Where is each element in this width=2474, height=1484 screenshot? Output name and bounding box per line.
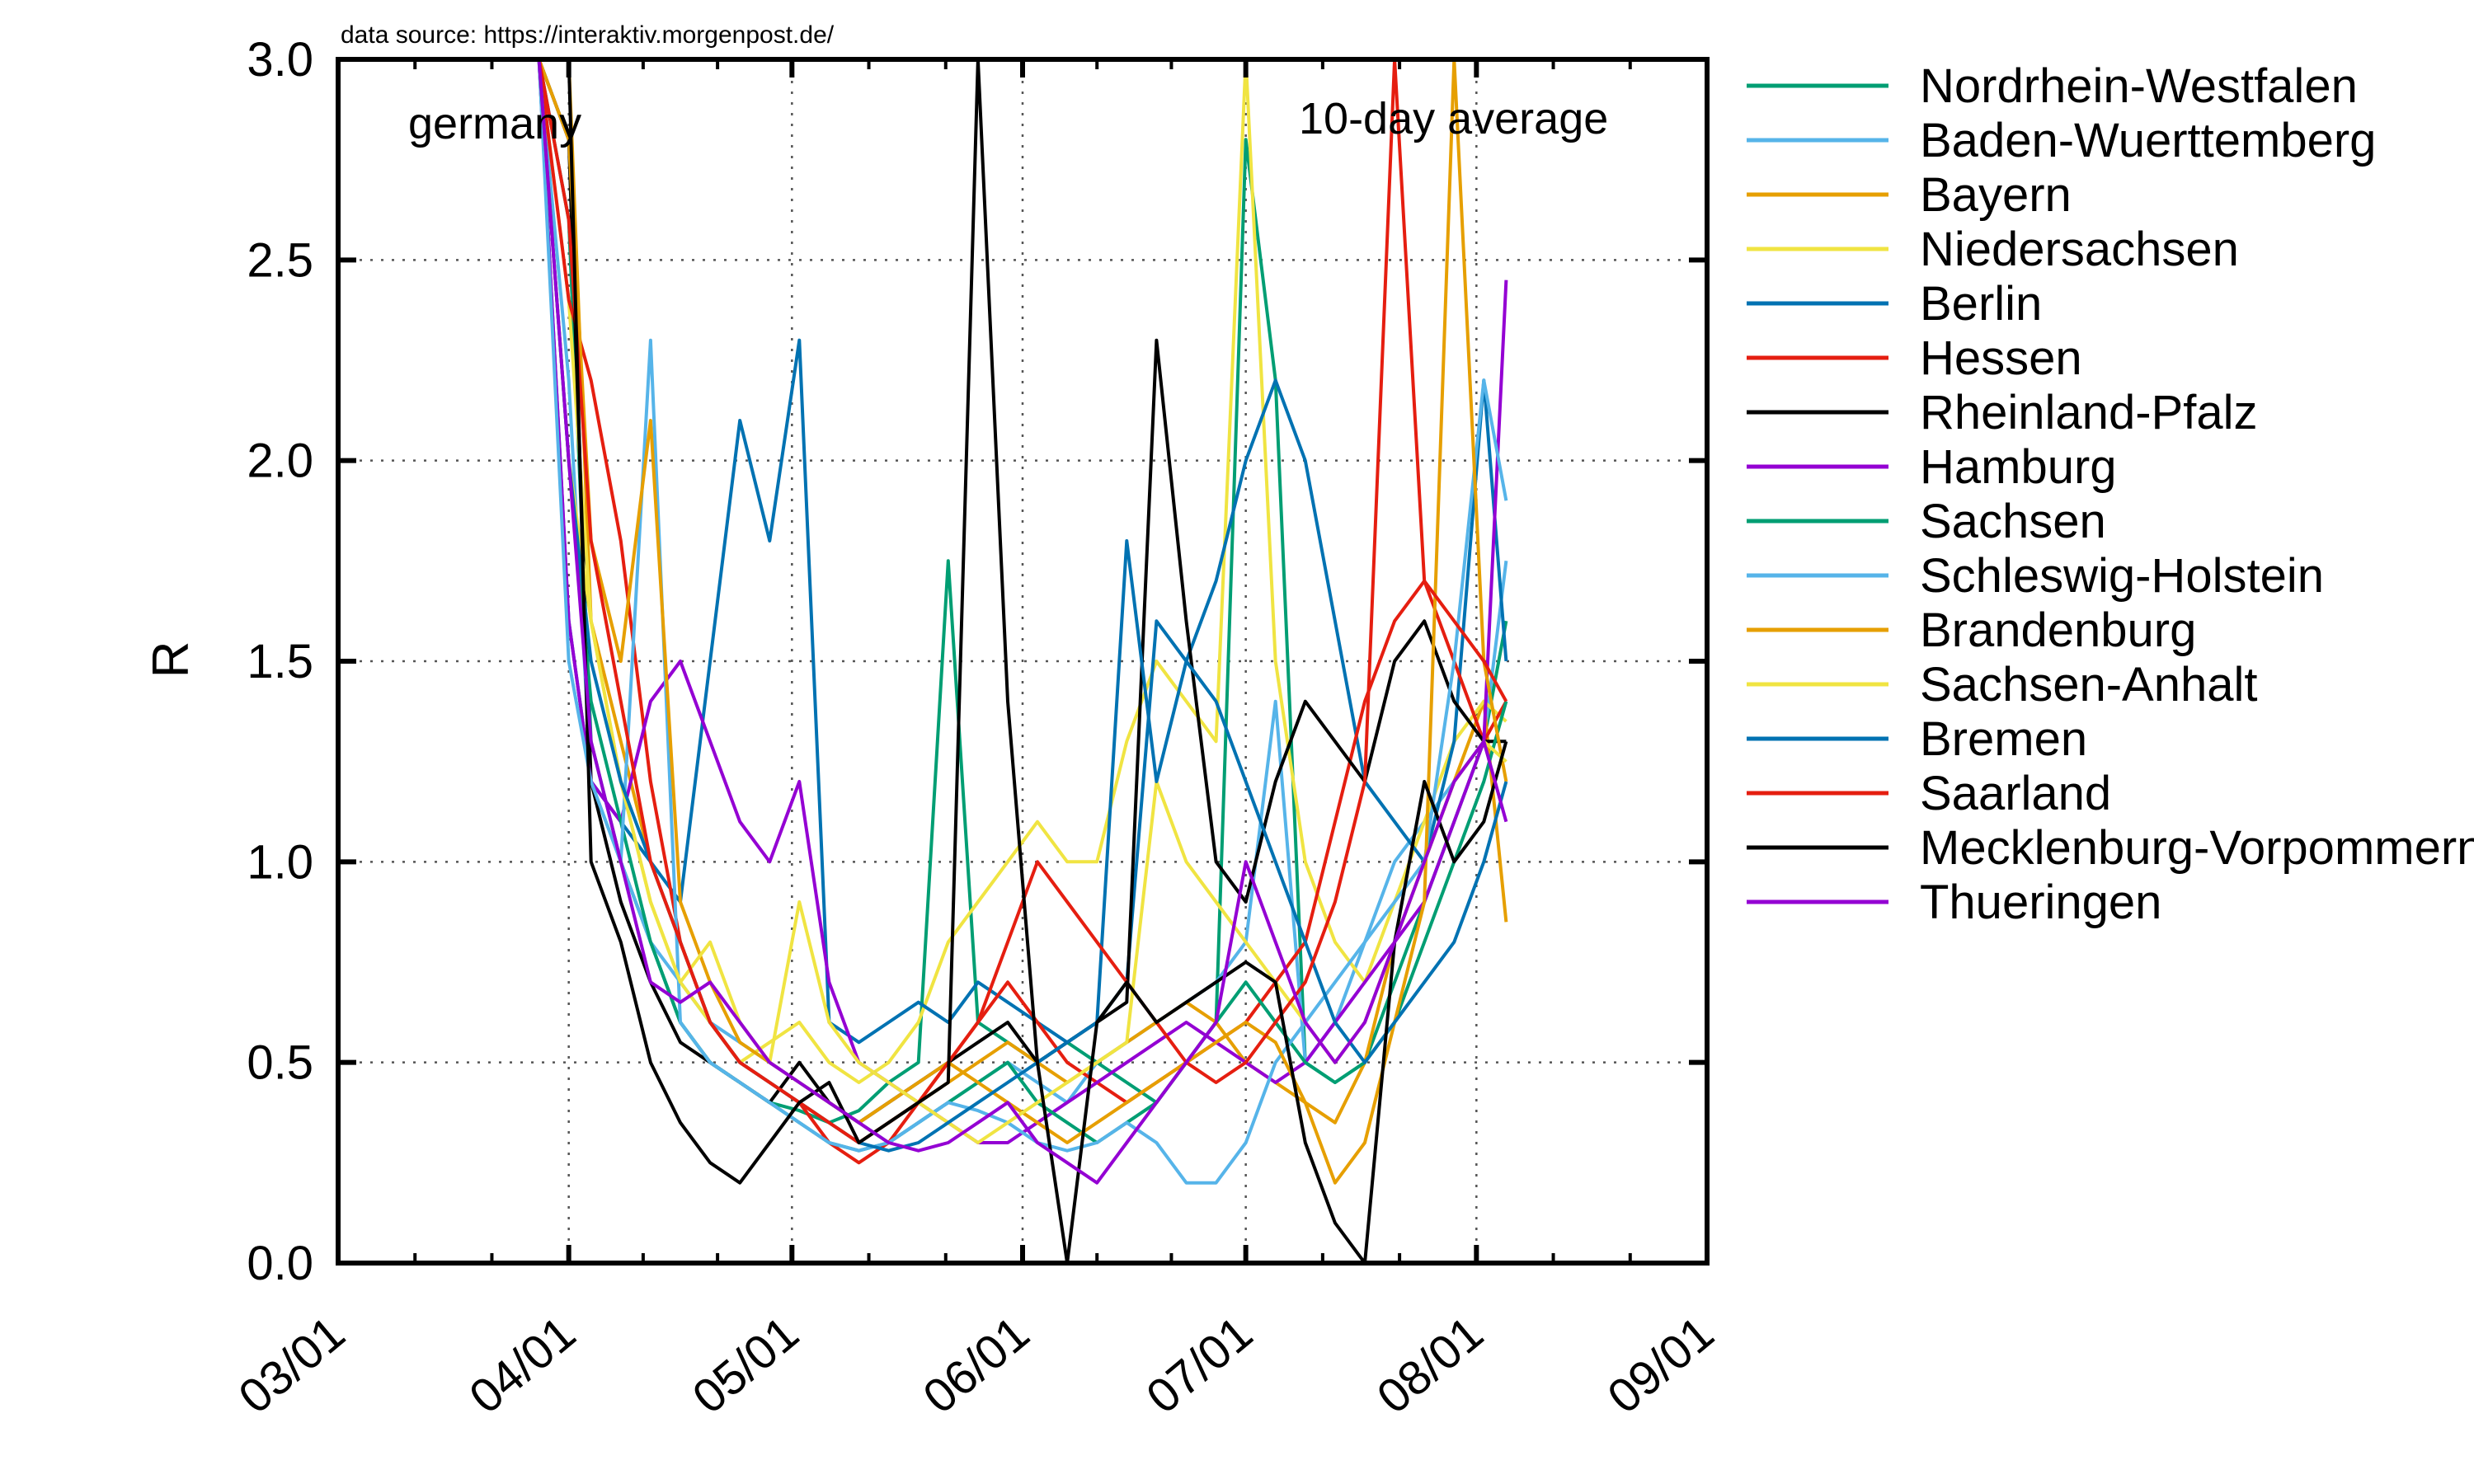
source-note: data source: https://interaktiv.morgenpo… — [341, 21, 835, 49]
legend-label-brandenburg: Brandenburg — [1920, 603, 2196, 657]
x-tick-labels: 03/01 04/01 05/01 06/01 07/01 08/01 09/01 — [228, 1306, 1724, 1424]
y-tick-label: 2.5 — [247, 233, 313, 287]
y-tick-label: 1.5 — [247, 635, 313, 688]
series-line-mecklenburg-vorpommern — [539, 59, 1508, 1263]
x-tick-label: 07/01 — [1136, 1306, 1263, 1424]
annotation-right: 10-day average — [1299, 94, 1608, 143]
series-line-berlin — [537, 59, 1508, 1045]
series-line-nordrhein-westfalen — [537, 59, 1508, 1125]
legend-label-saarland: Saarland — [1920, 767, 2111, 820]
legend-label-nordrhein-westfalen: Nordrhein-Westfalen — [1920, 59, 2358, 113]
y-tick-label: 1.0 — [247, 835, 313, 889]
series-line-thueringen — [537, 59, 1508, 1185]
y-tick-label: 3.0 — [247, 33, 313, 87]
y-tick-label: 2.0 — [247, 434, 313, 488]
legend-label-niedersachsen: Niedersachsen — [1920, 223, 2239, 276]
y-tick-label: 0.5 — [247, 1036, 313, 1090]
series-line-rheinland-pfalz — [537, 59, 1507, 1125]
x-tick-label: 04/01 — [459, 1306, 586, 1424]
annotation-left: germany — [408, 99, 581, 148]
series-layer — [537, 59, 1508, 1263]
legend-label-thueringen: Thueringen — [1920, 876, 2161, 929]
series-line-hessen — [537, 59, 1508, 1165]
y-axis-label: R — [143, 641, 200, 679]
legend-label-baden-wuerttemberg: Baden-Wuerttemberg — [1920, 114, 2376, 167]
legend-label-sachsen: Sachsen — [1920, 495, 2106, 548]
series-line-schleswig-holstein — [537, 59, 1508, 1185]
legend-label-schleswig-holstein: Schleswig-Holstein — [1920, 549, 2324, 603]
legend-label-sachsen-anhalt: Sachsen-Anhalt — [1920, 658, 2257, 711]
x-tick-label: 06/01 — [913, 1306, 1039, 1424]
legend-label-mecklenburg-vorpommern: Mecklenburg-Vorpommern — [1920, 821, 2474, 875]
legend-label-bremen: Bremen — [1920, 712, 2087, 766]
x-tick-label: 03/01 — [228, 1306, 355, 1424]
legend-label-bayern: Bayern — [1920, 168, 2072, 222]
legend-label-hessen: Hessen — [1920, 331, 2082, 385]
y-tick-labels: 0.0 0.5 1.0 1.5 2.0 2.5 3.0 — [247, 33, 313, 1290]
y-tick-label: 0.0 — [247, 1237, 313, 1290]
legend-label-hamburg: Hamburg — [1920, 440, 2117, 494]
x-tick-label: 09/01 — [1597, 1306, 1724, 1424]
legend-label-rheinland-pfalz: Rheinland-Pfalz — [1920, 386, 2257, 439]
ticks — [336, 57, 1710, 1266]
x-tick-label: 05/01 — [683, 1306, 809, 1424]
legend: Nordrhein-WestfalenBaden-WuerttembergBay… — [1747, 59, 2474, 929]
legend-label-berlin: Berlin — [1920, 277, 2042, 331]
x-tick-label: 08/01 — [1367, 1306, 1493, 1424]
